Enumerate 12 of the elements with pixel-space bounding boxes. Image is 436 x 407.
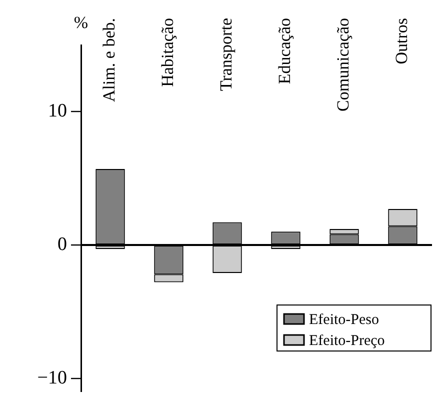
x-tick-label: Educação [275, 18, 294, 84]
x-tick-label: Alim. e beb. [100, 18, 119, 102]
x-tick-label: Habitação [158, 18, 178, 87]
x-tick-label: Comunicação [334, 18, 353, 112]
x-tick-label: Transporte [216, 18, 236, 92]
y-tick-label: 0 [58, 234, 67, 255]
legend-label: Efeito-Preço [309, 332, 385, 349]
y-tick-label: 10 [48, 100, 67, 122]
x-tick-label: Outros [392, 18, 412, 64]
y-axis-title: % [74, 13, 88, 32]
legend-label: Efeito-Peso [309, 312, 379, 328]
y-tick-label: −10 [37, 367, 67, 388]
